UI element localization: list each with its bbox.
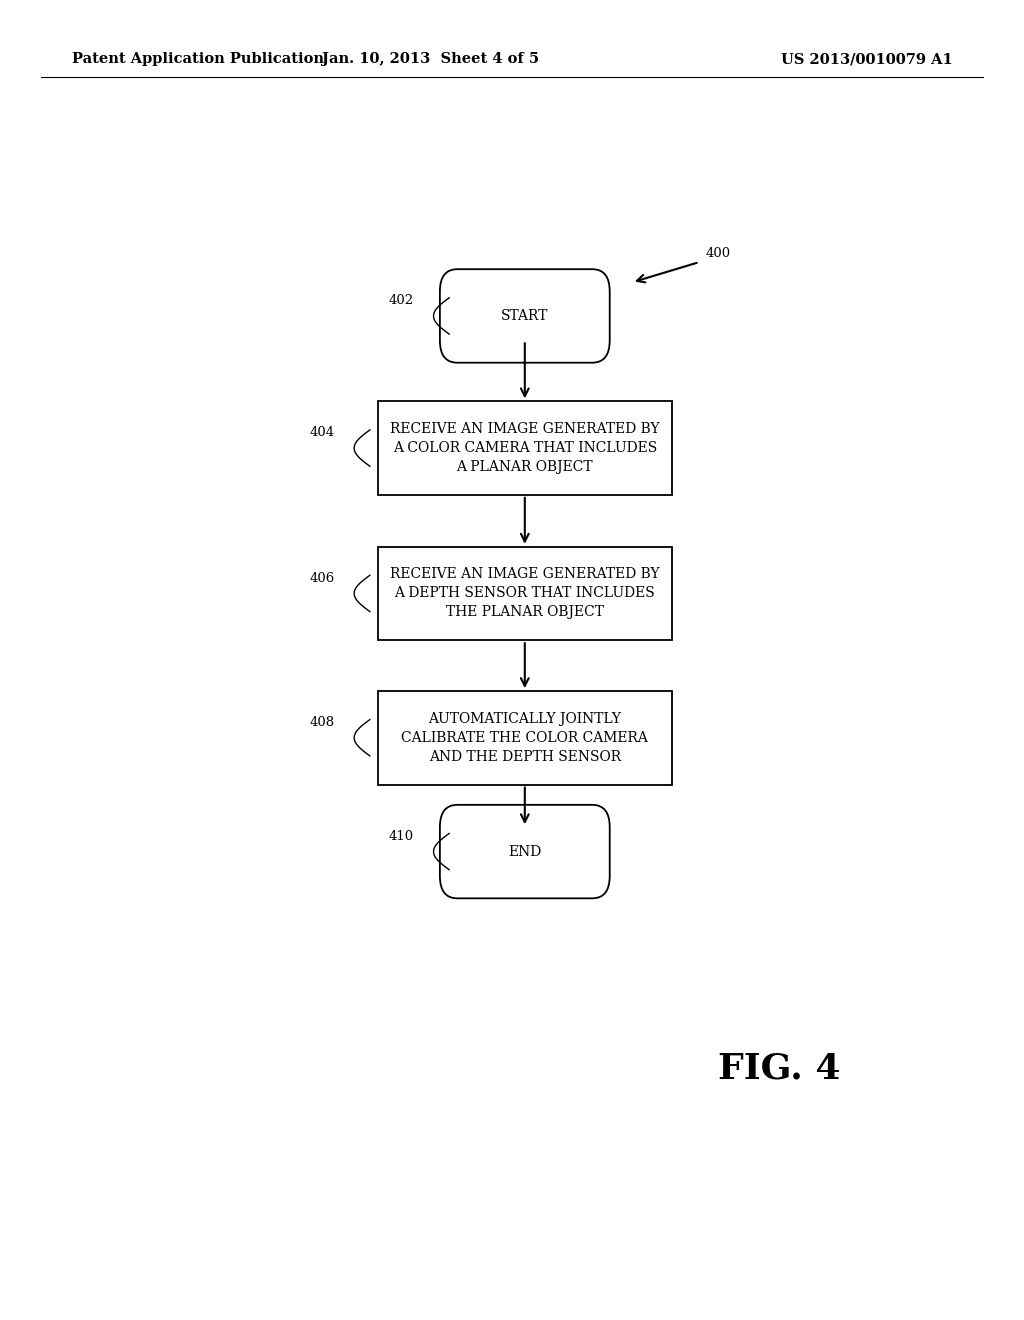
Text: Jan. 10, 2013  Sheet 4 of 5: Jan. 10, 2013 Sheet 4 of 5: [322, 53, 539, 66]
FancyBboxPatch shape: [378, 690, 672, 784]
Text: RECEIVE AN IMAGE GENERATED BY
A COLOR CAMERA THAT INCLUDES
A PLANAR OBJECT: RECEIVE AN IMAGE GENERATED BY A COLOR CA…: [390, 422, 659, 474]
Text: 404: 404: [309, 426, 334, 440]
Text: AUTOMATICALLY JOINTLY
CALIBRATE THE COLOR CAMERA
AND THE DEPTH SENSOR: AUTOMATICALLY JOINTLY CALIBRATE THE COLO…: [401, 711, 648, 764]
Text: END: END: [508, 845, 542, 858]
Text: 400: 400: [706, 247, 731, 260]
Text: 410: 410: [388, 830, 414, 843]
FancyBboxPatch shape: [440, 269, 609, 363]
Text: 406: 406: [309, 572, 334, 585]
FancyBboxPatch shape: [378, 546, 672, 640]
Text: 408: 408: [309, 715, 334, 729]
Text: FIG. 4: FIG. 4: [718, 1051, 840, 1085]
Text: 402: 402: [388, 294, 414, 308]
Text: US 2013/0010079 A1: US 2013/0010079 A1: [780, 53, 952, 66]
Text: Patent Application Publication: Patent Application Publication: [72, 53, 324, 66]
FancyBboxPatch shape: [378, 401, 672, 495]
Text: START: START: [501, 309, 549, 323]
Text: RECEIVE AN IMAGE GENERATED BY
A DEPTH SENSOR THAT INCLUDES
THE PLANAR OBJECT: RECEIVE AN IMAGE GENERATED BY A DEPTH SE…: [390, 568, 659, 619]
FancyBboxPatch shape: [440, 805, 609, 899]
